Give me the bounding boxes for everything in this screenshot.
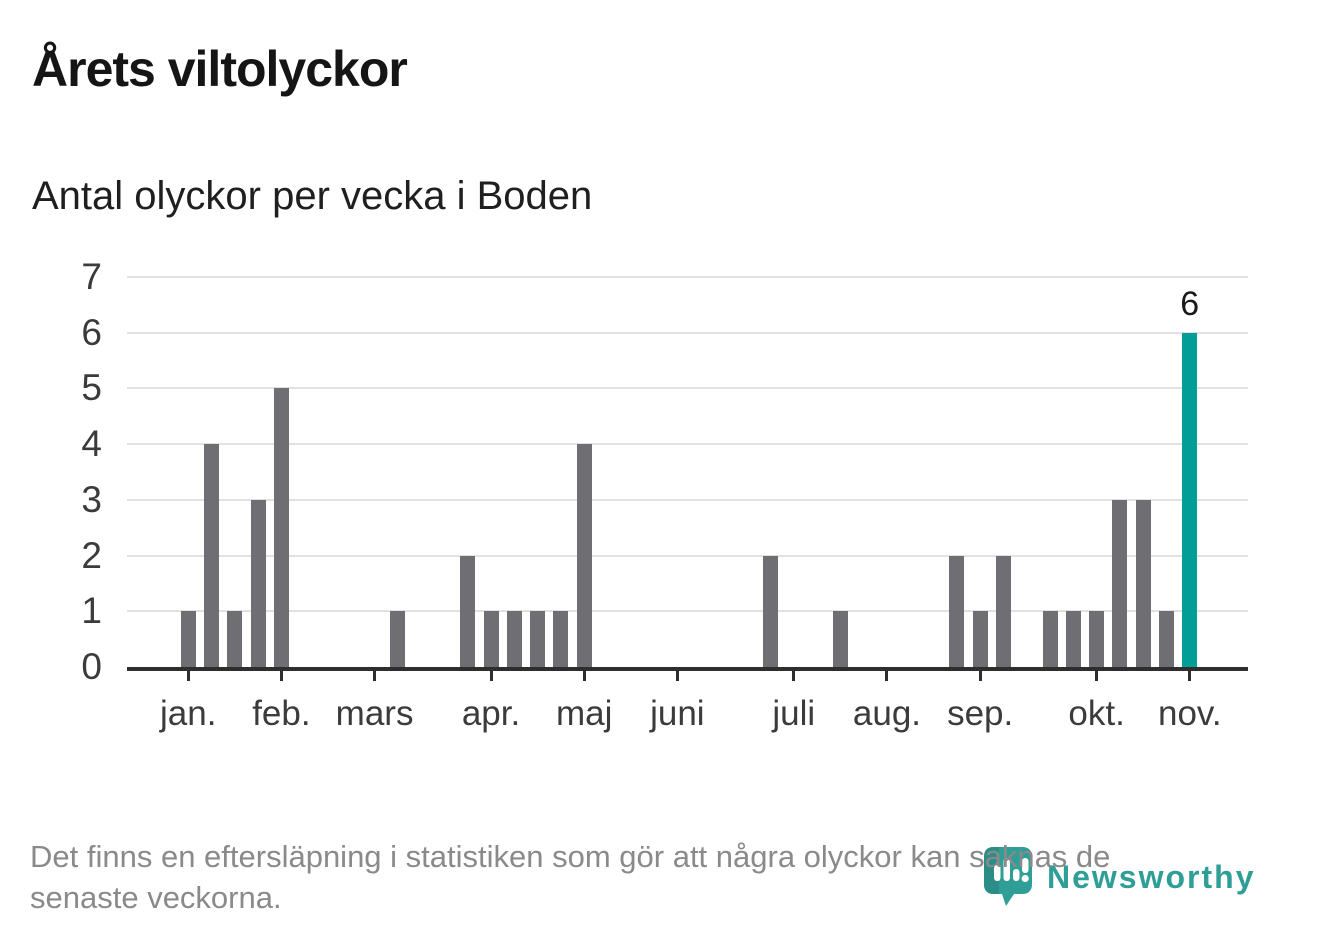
month-label-juni: juni: [650, 694, 705, 733]
highlight-value-label: 6: [1180, 284, 1200, 323]
footnote-line-2: senaste veckorna.: [30, 880, 282, 915]
month-label-aug: aug.: [852, 694, 922, 733]
y-axis-label-1: 1: [81, 590, 102, 632]
month-tick-juli: [792, 671, 796, 681]
bar: [460, 555, 476, 667]
month-tick-juni: [675, 671, 679, 681]
bar: [180, 611, 196, 667]
highlighted-bar: [1182, 332, 1198, 667]
bar: [483, 611, 499, 667]
month-tick-apr: [489, 671, 493, 681]
newsworthy-logo[interactable]: Newsworthy: [983, 846, 1255, 908]
bar: [273, 388, 289, 667]
y-axis-label-3: 3: [81, 478, 102, 520]
gridline-y5: [127, 387, 1248, 390]
gridline-y7: [127, 276, 1248, 278]
month-tick-jan: [186, 671, 190, 681]
bar: [530, 611, 546, 667]
gridline-y4: [127, 443, 1248, 446]
bar: [995, 555, 1011, 667]
bar: [553, 611, 569, 667]
bar: [832, 611, 848, 667]
y-axis-label-4: 4: [81, 423, 102, 465]
bar: [204, 444, 220, 667]
month-label-okt: okt.: [1068, 694, 1125, 733]
newsworthy-pin-barchart-icon: [983, 846, 1033, 908]
bar: [1158, 611, 1174, 667]
gridline-y2: [127, 554, 1248, 557]
month-label-mars: mars: [335, 694, 414, 733]
x-axis-line: [127, 667, 1248, 671]
month-label-feb: feb.: [252, 694, 311, 733]
bar: [972, 611, 988, 667]
bar: [227, 611, 243, 667]
chart-footnote: Det finns en eftersläpning i statistiken…: [30, 836, 1110, 918]
month-label-jan: jan.: [160, 694, 217, 733]
bar: [1112, 499, 1128, 667]
month-tick-maj: [582, 671, 586, 681]
bar: [1135, 499, 1151, 667]
month-label-maj: maj: [555, 694, 613, 733]
bar: [1089, 611, 1105, 667]
bar: [506, 611, 522, 667]
month-label-nov: nov.: [1157, 694, 1222, 733]
month-tick-sep: [978, 671, 982, 681]
y-axis-label-5: 5: [81, 367, 102, 409]
y-axis-label-0: 0: [81, 646, 102, 687]
month-label-sep: sep.: [947, 694, 1014, 733]
month-label-juli: juli: [772, 694, 816, 733]
month-tick-nov: [1188, 671, 1192, 681]
bar: [250, 499, 266, 667]
month-label-apr: apr.: [461, 694, 521, 733]
bar: [763, 555, 779, 667]
month-tick-aug: [885, 671, 889, 681]
month-tick-okt: [1095, 671, 1099, 681]
bar: [390, 611, 406, 667]
bar: [1042, 611, 1058, 667]
month-tick-mars: [373, 671, 377, 681]
bar: [1065, 611, 1081, 667]
y-axis-label-7: 7: [81, 256, 102, 297]
gridline-y3: [127, 498, 1248, 501]
bar: [949, 555, 965, 667]
chart-subtitle: Antal olyckor per vecka i Boden: [32, 174, 593, 218]
gridline-y6: [127, 331, 1248, 334]
bar: [576, 444, 592, 667]
newsworthy-wordmark: Newsworthy: [1047, 858, 1256, 895]
footnote-line-1: Det finns en eftersläpning i statistiken…: [30, 839, 1111, 874]
y-axis-label-2: 2: [81, 534, 102, 576]
gridline-y1: [127, 610, 1248, 613]
chart-title: Årets viltolyckor: [32, 41, 408, 97]
y-axis-label-6: 6: [81, 311, 102, 353]
month-tick-feb: [279, 671, 283, 681]
